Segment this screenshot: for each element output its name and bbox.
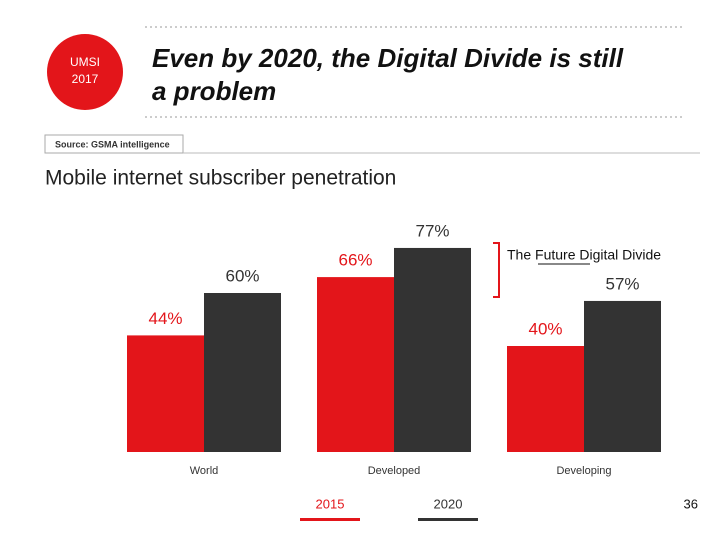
bar: [317, 277, 394, 452]
value-label: 77%: [415, 221, 449, 240]
badge: [47, 34, 123, 110]
legend-label: 2020: [434, 496, 463, 511]
x-tick-label: World: [190, 465, 219, 477]
badge-text: UMSI: [70, 55, 100, 69]
slide-title: a problem: [152, 76, 276, 106]
value-label: 57%: [605, 274, 639, 293]
value-label: 60%: [225, 266, 259, 285]
bar: [584, 300, 661, 452]
bar: [394, 247, 471, 452]
source: Source: GSMA intelligence: [55, 139, 170, 149]
chart-title: Mobile internet subscriber penetration: [45, 167, 396, 190]
page-number: 36: [684, 496, 698, 511]
x-tick-label: Developed: [368, 465, 421, 477]
bar: [507, 346, 584, 452]
source-box: [44, 134, 184, 154]
bar: [204, 293, 281, 452]
annotation: The Future Digital Divide: [507, 247, 661, 263]
bracket: [493, 242, 500, 298]
x-tick-label: Developing: [556, 465, 611, 477]
legend-swatch: [300, 518, 360, 521]
legend-swatch: [418, 518, 478, 521]
bar: [127, 335, 204, 452]
badge-text: 2017: [72, 72, 99, 86]
legend-label: 2015: [316, 496, 345, 511]
slide-title: Even by 2020, the Digital Divide is stil…: [152, 43, 624, 73]
value-label: 44%: [148, 309, 182, 328]
value-label: 66%: [338, 251, 372, 270]
value-label: 40%: [528, 319, 562, 338]
